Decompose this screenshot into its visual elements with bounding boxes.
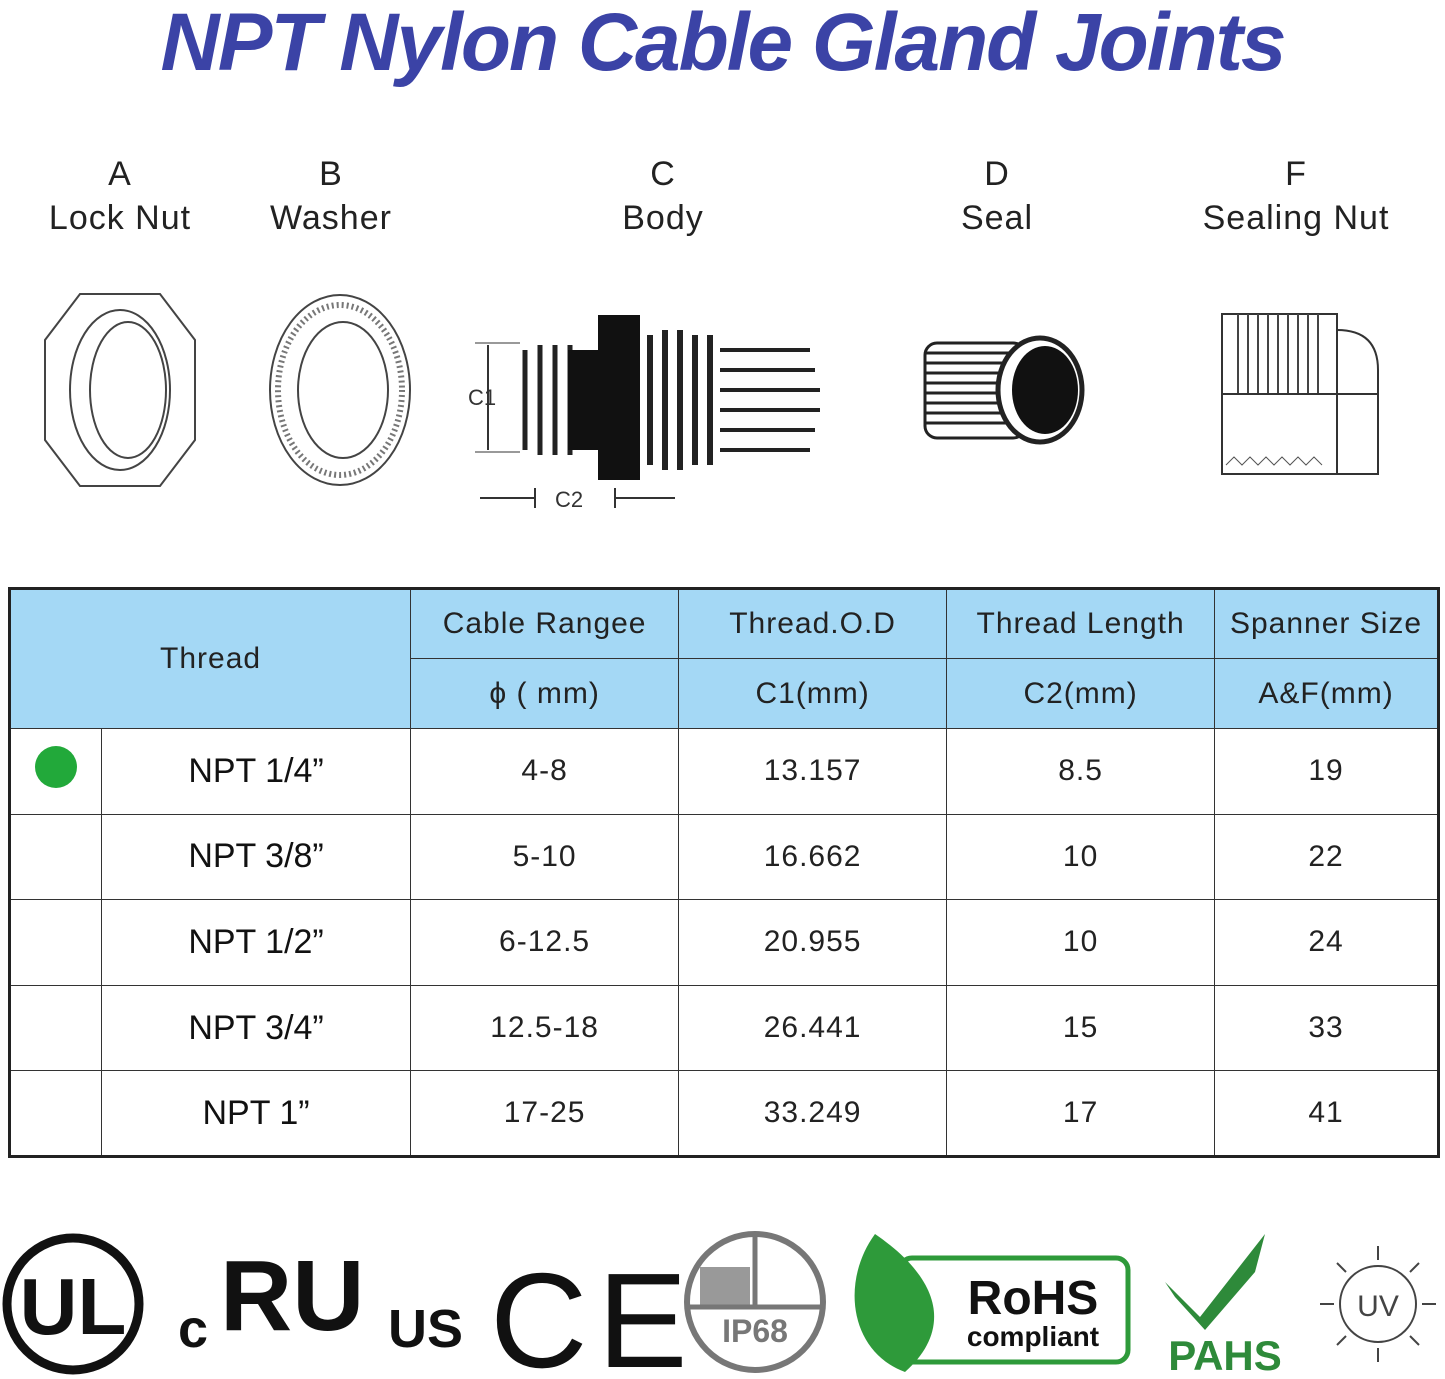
marker-cell	[9, 728, 102, 815]
spec-table: Thread Cable Rangee Thread.O.D Thread Le…	[8, 587, 1440, 1158]
header-thread: Thread	[8, 588, 412, 729]
ce-logo: CE	[490, 1245, 698, 1379]
marker-cell	[9, 813, 102, 901]
table-row: NPT 1” 17-25 33.249 17 41	[9, 1070, 1439, 1157]
c1-label: C1	[468, 385, 496, 410]
certification-logos: UL c RU US CE IP68 RoHS compliant PAHS U…	[2, 1231, 1436, 1379]
header-thread-length: Thread Length	[946, 588, 1216, 659]
thread-od: 26.441	[678, 984, 948, 1072]
thread-length: 10	[946, 813, 1216, 901]
page-title: NPT Nylon Cable Gland Joints	[160, 0, 1286, 88]
svg-text:UV: UV	[1357, 1290, 1399, 1323]
unit-cable-range: ϕ ( mm)	[410, 658, 680, 729]
thread-length: 17	[946, 1070, 1216, 1157]
svg-text:PAHS: PAHS	[1168, 1332, 1282, 1379]
thread-od: 16.662	[678, 813, 948, 901]
svg-text:compliant: compliant	[967, 1321, 1099, 1352]
spanner-size: 24	[1214, 899, 1439, 986]
sealing-nut-drawing	[1221, 313, 1379, 475]
rohs-logo: RoHS compliant	[854, 1234, 1131, 1372]
cable-range: 6-12.5	[410, 899, 680, 986]
cable-range: 4-8	[410, 728, 680, 815]
cable-range: 5-10	[410, 813, 680, 901]
thread-size: NPT 1/4”	[100, 728, 412, 815]
svg-text:UL: UL	[20, 1262, 127, 1351]
table-row: NPT 3/4” 12.5-18 26.441 15 33	[9, 984, 1439, 1072]
svg-text:RoHS: RoHS	[968, 1272, 1099, 1325]
spanner-size: 22	[1214, 813, 1439, 901]
spanner-size: 19	[1214, 728, 1439, 815]
cable-range: 17-25	[410, 1070, 680, 1157]
pahs-logo: PAHS	[1165, 1234, 1282, 1379]
cable-range: 12.5-18	[410, 984, 680, 1072]
lock-nut-drawing	[44, 293, 196, 487]
svg-text:c: c	[178, 1299, 208, 1359]
part-washer: B Washer	[270, 155, 392, 237]
thread-od: 33.249	[678, 1070, 948, 1157]
part-lock-nut: A Lock Nut	[48, 155, 192, 237]
marker-cell	[9, 899, 102, 986]
thread-length: 10	[946, 899, 1216, 986]
marker-cell	[9, 984, 102, 1072]
thread-od: 13.157	[678, 728, 948, 815]
header-cable-range: Cable Rangee	[410, 588, 680, 659]
cru-us-logo: c RU US	[178, 1240, 463, 1359]
header-thread-od: Thread.O.D	[678, 588, 948, 659]
washer-drawing	[269, 294, 411, 486]
green-dot-icon	[35, 746, 77, 789]
uv-logo: UV	[1320, 1246, 1436, 1362]
unit-c2: C2(mm)	[946, 658, 1216, 729]
thread-length: 15	[946, 984, 1216, 1072]
svg-text:US: US	[388, 1299, 463, 1359]
marker-cell	[9, 1070, 102, 1157]
spanner-size: 33	[1214, 984, 1439, 1072]
ul-logo: UL	[2, 1233, 144, 1375]
thread-size: NPT 3/4”	[100, 984, 412, 1072]
table-row: NPT 1/4” 4-8 13.157 8.5 19	[9, 728, 1439, 815]
thread-size: NPT 1”	[100, 1070, 412, 1157]
part-seal: D Seal	[960, 155, 1034, 237]
thread-size: NPT 1/2”	[100, 899, 412, 986]
unit-c1: C1(mm)	[678, 658, 948, 729]
seal-drawing	[923, 335, 1085, 445]
unit-af: A&F(mm)	[1214, 658, 1439, 729]
thread-size: NPT 3/8”	[100, 813, 412, 901]
spanner-size: 41	[1214, 1070, 1439, 1157]
ip68-logo: IP68	[684, 1231, 826, 1373]
svg-text:RU: RU	[220, 1240, 364, 1352]
thread-od: 20.955	[678, 899, 948, 986]
thread-length: 8.5	[946, 728, 1216, 815]
c2-label: C2	[555, 487, 583, 512]
table-row: NPT 1/2” 6-12.5 20.955 10 24	[9, 899, 1439, 986]
header-spanner-size: Spanner Size	[1214, 588, 1439, 659]
part-body: C Body	[622, 155, 704, 237]
svg-text:IP68: IP68	[722, 1313, 788, 1349]
body-drawing: C1 C2	[468, 315, 820, 512]
part-sealing-nut: F Sealing Nut	[1202, 155, 1390, 237]
table-row: NPT 3/8” 5-10 16.662 10 22	[9, 813, 1439, 901]
